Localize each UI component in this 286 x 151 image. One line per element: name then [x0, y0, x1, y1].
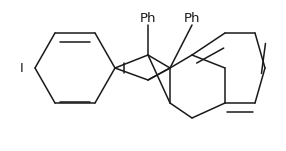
Text: I: I	[20, 61, 24, 74]
Text: Ph: Ph	[140, 11, 156, 24]
Text: Ph: Ph	[184, 11, 200, 24]
